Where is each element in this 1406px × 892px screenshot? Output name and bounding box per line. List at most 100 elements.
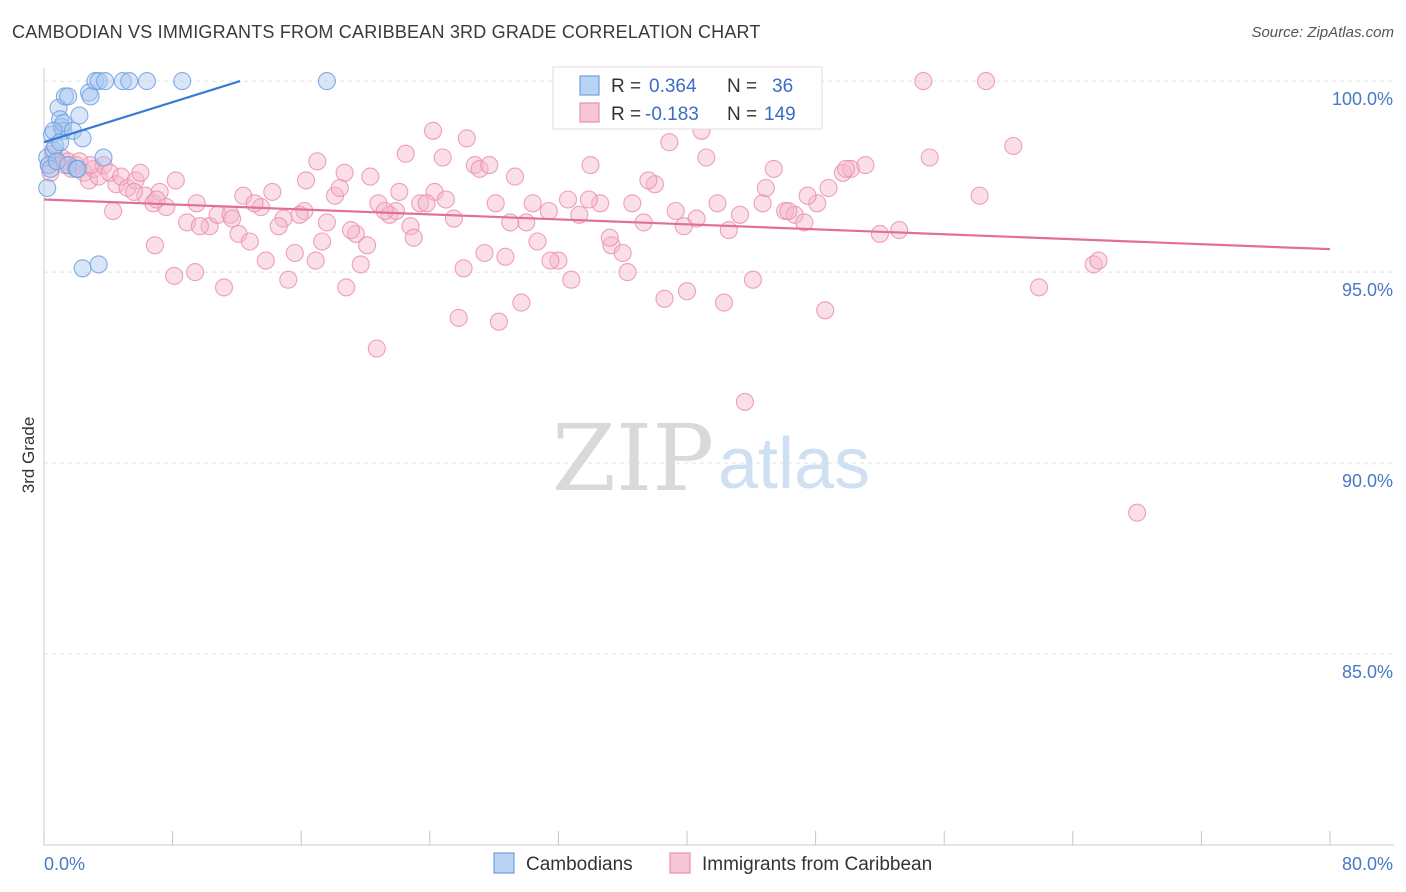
y-tick-labels: 85.0% 90.0% 95.0% 100.0% (1332, 89, 1393, 682)
data-point (214, 278, 234, 297)
axes (43, 68, 1394, 846)
watermark-atlas: atlas (718, 424, 870, 504)
legend-swatch-cambodians (493, 852, 515, 874)
data-point (719, 221, 738, 240)
series-points (38, 72, 1147, 522)
data-point (68, 159, 87, 178)
data-point (1128, 503, 1147, 522)
trend-line-cambodians (43, 80, 241, 144)
data-point (743, 270, 762, 289)
data-point (639, 171, 658, 190)
data-point (697, 148, 716, 167)
data-point (73, 259, 92, 278)
data-point (449, 308, 468, 327)
data-point (470, 159, 489, 178)
data-point (317, 72, 336, 91)
data-point (512, 293, 531, 312)
data-point (1004, 136, 1023, 156)
data-point (112, 167, 131, 186)
x-tick-label: 0.0% (44, 854, 85, 874)
data-point (764, 159, 783, 178)
data-point (100, 163, 119, 182)
stats-legend: R = 0.364 N = 36 R = -0.183 N = 149 (552, 66, 823, 130)
stats-r-value-cambodians: 0.364 (649, 76, 697, 97)
data-point (367, 339, 386, 358)
data-point (618, 263, 637, 282)
y-tick-label: 85.0% (1342, 662, 1393, 682)
data-point (819, 178, 838, 198)
data-point (433, 148, 452, 167)
data-point (390, 182, 409, 201)
data-point (423, 121, 443, 140)
data-point (890, 221, 909, 240)
stats-r-label-cambodians: R = (611, 76, 641, 97)
data-point (870, 224, 889, 243)
data-point (279, 270, 298, 289)
chart-source: Source: ZipAtlas.com (1251, 24, 1394, 41)
data-point (660, 133, 679, 152)
data-point (335, 163, 354, 182)
data-point (157, 198, 176, 217)
data-point (655, 289, 674, 308)
data-point (970, 186, 989, 205)
data-point (401, 217, 420, 236)
data-point (124, 182, 144, 201)
data-point (38, 178, 57, 198)
data-point (623, 194, 642, 213)
data-point (166, 171, 185, 190)
data-point (245, 194, 264, 213)
data-point (591, 194, 610, 213)
data-point (94, 148, 113, 167)
data-point (306, 251, 325, 270)
data-point (480, 156, 499, 175)
data-point (96, 72, 115, 91)
data-point (113, 72, 132, 91)
stats-r-label-caribbean: R = (611, 104, 641, 125)
data-point (579, 190, 598, 209)
series-caribbean (39, 72, 1147, 522)
data-point (256, 251, 275, 270)
trend-lines (43, 80, 1331, 251)
data-point (779, 201, 798, 221)
stats-n-label-caribbean: N = (727, 104, 757, 125)
data-point (541, 251, 560, 270)
data-point (454, 259, 473, 278)
data-point (70, 106, 89, 125)
data-point (708, 194, 727, 213)
data-point (120, 72, 139, 91)
data-point (489, 312, 508, 331)
data-point (808, 194, 827, 213)
data-point (145, 236, 164, 255)
legend-label-cambodians: Cambodians (526, 854, 633, 875)
data-point (285, 243, 304, 263)
data-point (137, 72, 156, 91)
data-point (505, 167, 525, 186)
trend-line-caribbean (43, 198, 1331, 251)
series-legend: Cambodians Immigrants from Caribbean (493, 852, 932, 875)
data-point (517, 213, 536, 232)
data-point (841, 159, 861, 178)
data-point (313, 232, 332, 251)
data-point (104, 201, 123, 221)
stats-n-value-cambodians: 36 (772, 76, 793, 97)
data-point (436, 190, 455, 209)
data-point (358, 236, 377, 255)
data-point (976, 72, 996, 91)
chart-title: CAMBODIAN VS IMMIGRANTS FROM CARIBBEAN 3… (12, 22, 761, 42)
data-point (41, 159, 60, 178)
data-point (396, 144, 415, 163)
data-point (539, 201, 558, 221)
data-point (486, 194, 505, 213)
data-point (816, 301, 835, 320)
data-point (730, 205, 750, 224)
y-tick-label: 100.0% (1332, 89, 1393, 109)
data-point (81, 87, 100, 106)
watermark: ZIP atlas (552, 405, 870, 512)
legend-label-caribbean: Immigrants from Caribbean (702, 854, 932, 875)
data-point (457, 129, 476, 148)
data-point (798, 186, 817, 205)
data-point (528, 232, 547, 251)
data-point (330, 178, 349, 198)
watermark-zip: ZIP (552, 405, 714, 512)
